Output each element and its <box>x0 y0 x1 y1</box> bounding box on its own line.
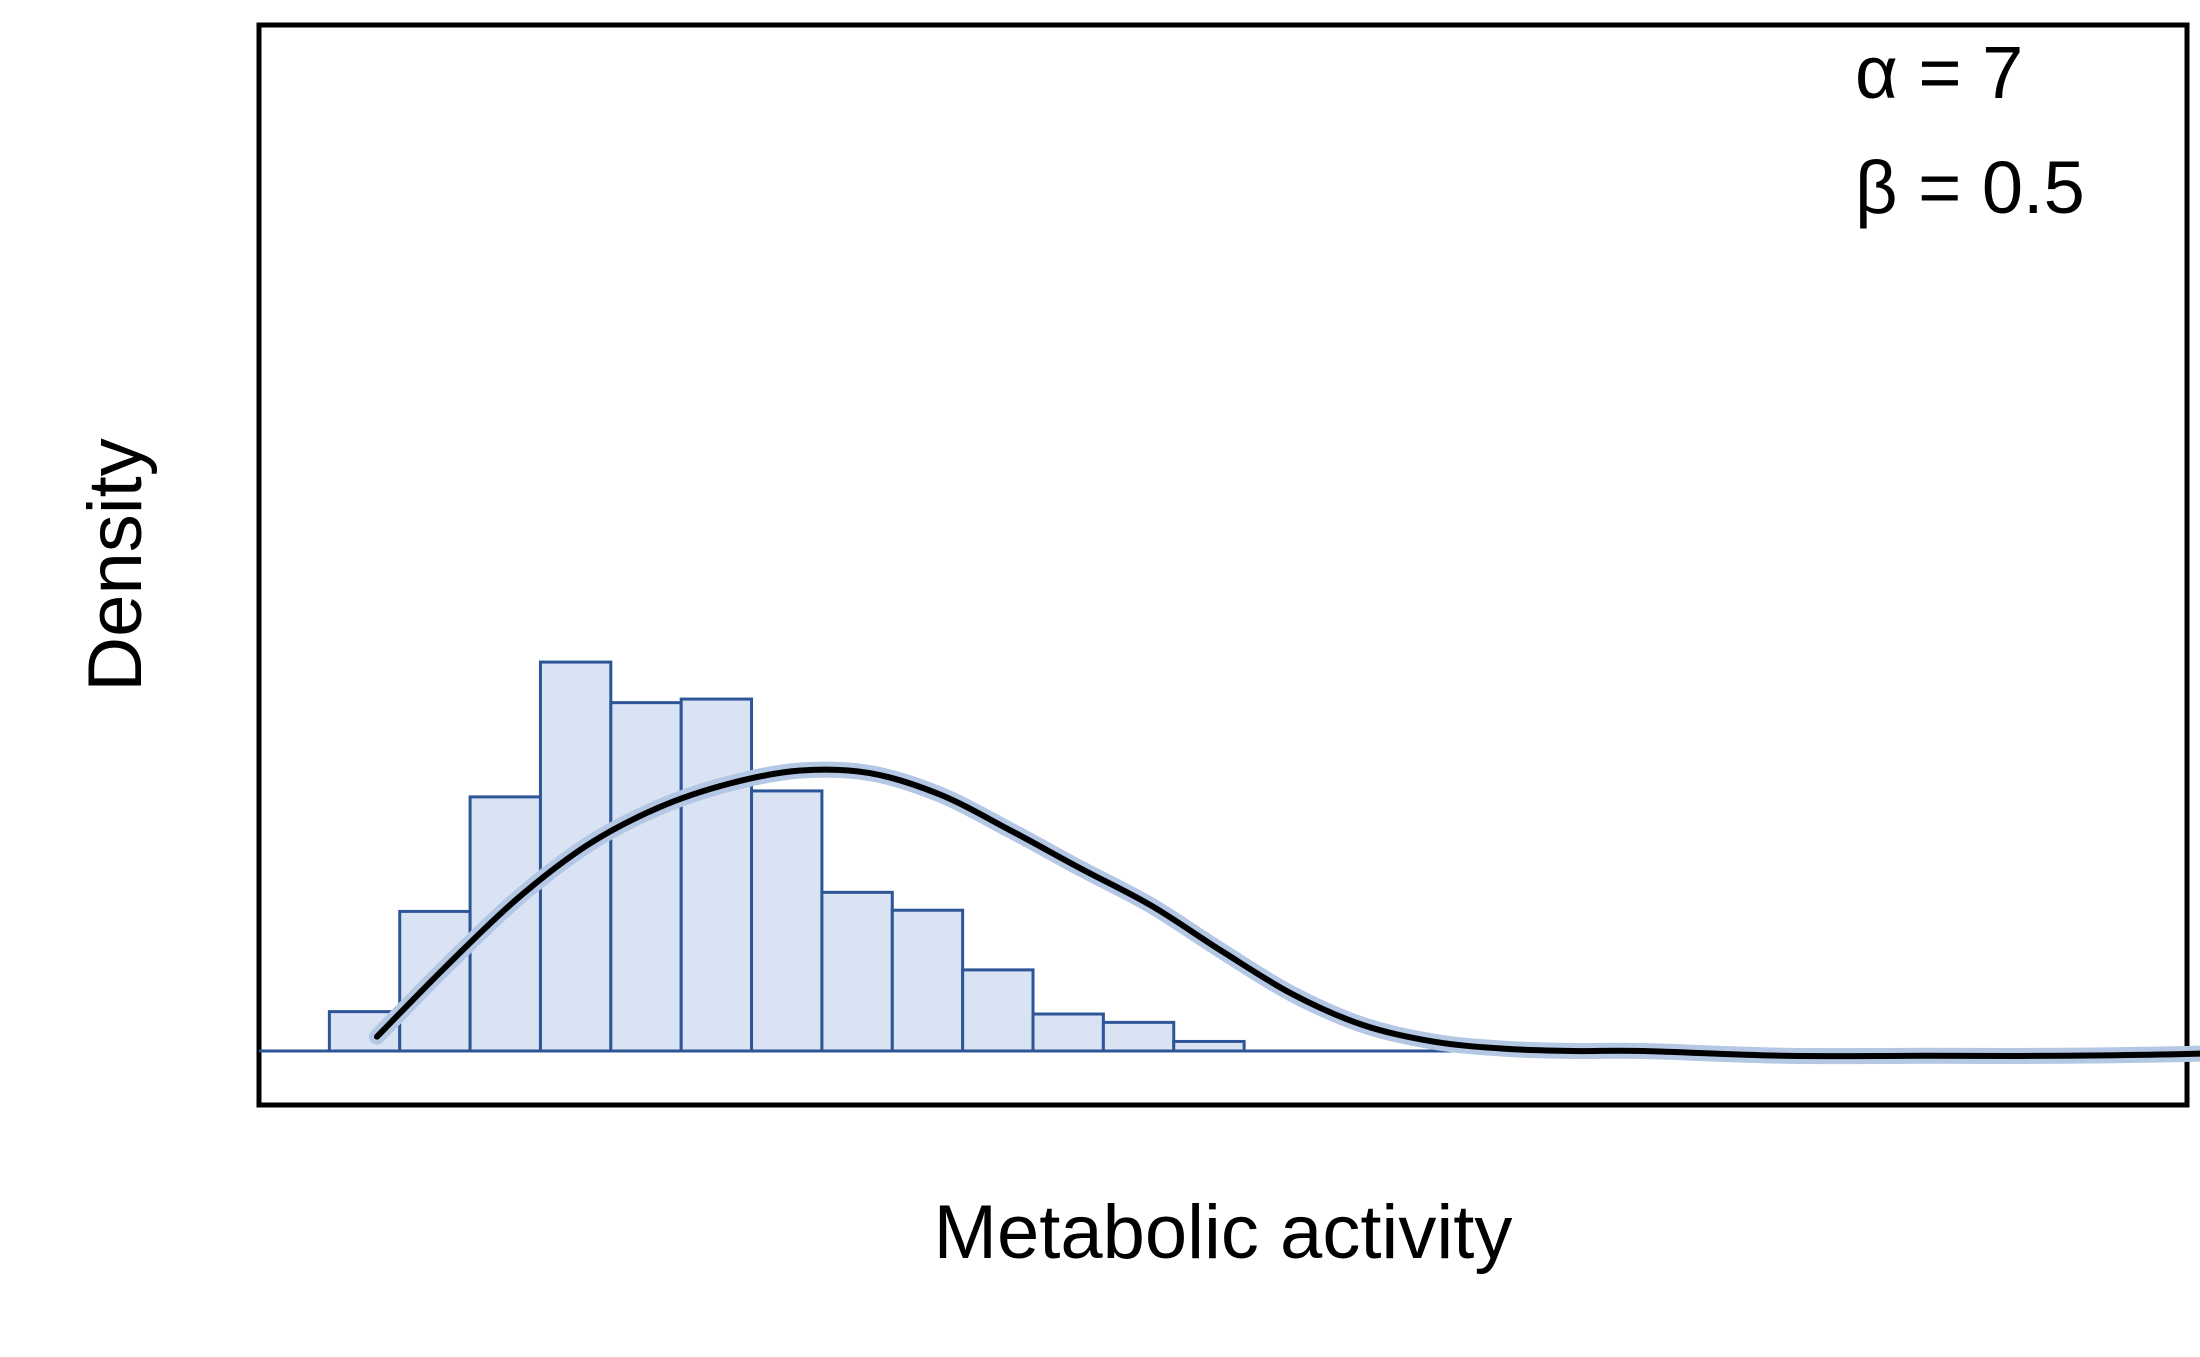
alpha-annotation: α = 7 <box>1855 31 2023 114</box>
histogram-bar <box>609 701 683 1053</box>
x-axis-title: Metabolic activity <box>934 1190 1513 1275</box>
histogram-bar <box>679 697 754 1053</box>
histogram-bar <box>961 968 1035 1053</box>
histogram-bar <box>750 789 824 1053</box>
y-axis-title: Density <box>73 438 158 691</box>
beta-annotation: β = 0.5 <box>1855 146 2085 229</box>
density-curve <box>374 766 2200 1060</box>
histogram-bars <box>327 660 1246 1053</box>
histogram-bar <box>1101 1020 1176 1053</box>
plot-frame <box>256 22 2190 1108</box>
histogram-bar <box>890 908 965 1053</box>
histogram-bar <box>820 890 894 1053</box>
histogram-bar <box>1031 1012 1105 1053</box>
parameter-annotations: α = 7 β = 0.5 <box>1855 31 2085 229</box>
